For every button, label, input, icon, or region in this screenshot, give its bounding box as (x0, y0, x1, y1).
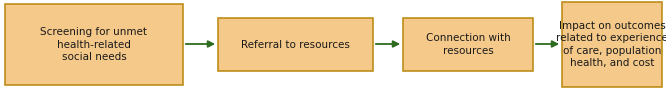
FancyBboxPatch shape (5, 4, 183, 85)
Text: Referral to resources: Referral to resources (241, 40, 350, 49)
FancyBboxPatch shape (562, 2, 662, 87)
Text: Connection with
resources: Connection with resources (426, 33, 510, 56)
Text: Impact on outcomes
related to experience
of care, population
health, and cost: Impact on outcomes related to experience… (556, 21, 666, 68)
Text: Screening for unmet
health-related
social needs: Screening for unmet health-related socia… (41, 27, 147, 62)
FancyBboxPatch shape (218, 18, 373, 71)
FancyBboxPatch shape (403, 18, 533, 71)
